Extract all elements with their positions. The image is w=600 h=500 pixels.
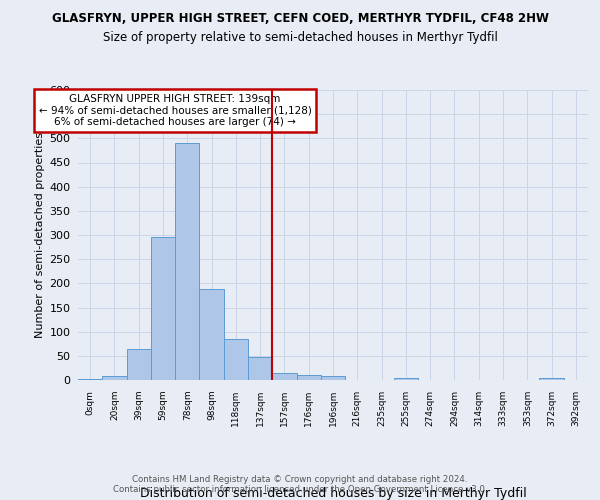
Bar	[539, 378, 564, 380]
Bar	[394, 378, 418, 380]
Bar	[102, 376, 127, 380]
Text: GLASFRYN, UPPER HIGH STREET, CEFN COED, MERTHYR TYDFIL, CF48 2HW: GLASFRYN, UPPER HIGH STREET, CEFN COED, …	[52, 12, 548, 26]
Bar	[151, 237, 175, 380]
Bar	[199, 289, 224, 380]
Bar	[78, 379, 102, 380]
Bar	[272, 373, 296, 380]
Bar	[127, 348, 151, 380]
Bar	[175, 143, 199, 380]
X-axis label: Distribution of semi-detached houses by size in Merthyr Tydfil: Distribution of semi-detached houses by …	[140, 487, 526, 500]
Bar	[321, 376, 345, 380]
Y-axis label: Number of semi-detached properties: Number of semi-detached properties	[35, 132, 45, 338]
Bar	[296, 375, 321, 380]
Bar	[248, 358, 272, 380]
Text: Contains HM Land Registry data © Crown copyright and database right 2024.
Contai: Contains HM Land Registry data © Crown c…	[113, 474, 487, 494]
Text: Size of property relative to semi-detached houses in Merthyr Tydfil: Size of property relative to semi-detach…	[103, 31, 497, 44]
Text: GLASFRYN UPPER HIGH STREET: 139sqm
← 94% of semi-detached houses are smaller (1,: GLASFRYN UPPER HIGH STREET: 139sqm ← 94%…	[39, 94, 311, 127]
Bar	[224, 339, 248, 380]
